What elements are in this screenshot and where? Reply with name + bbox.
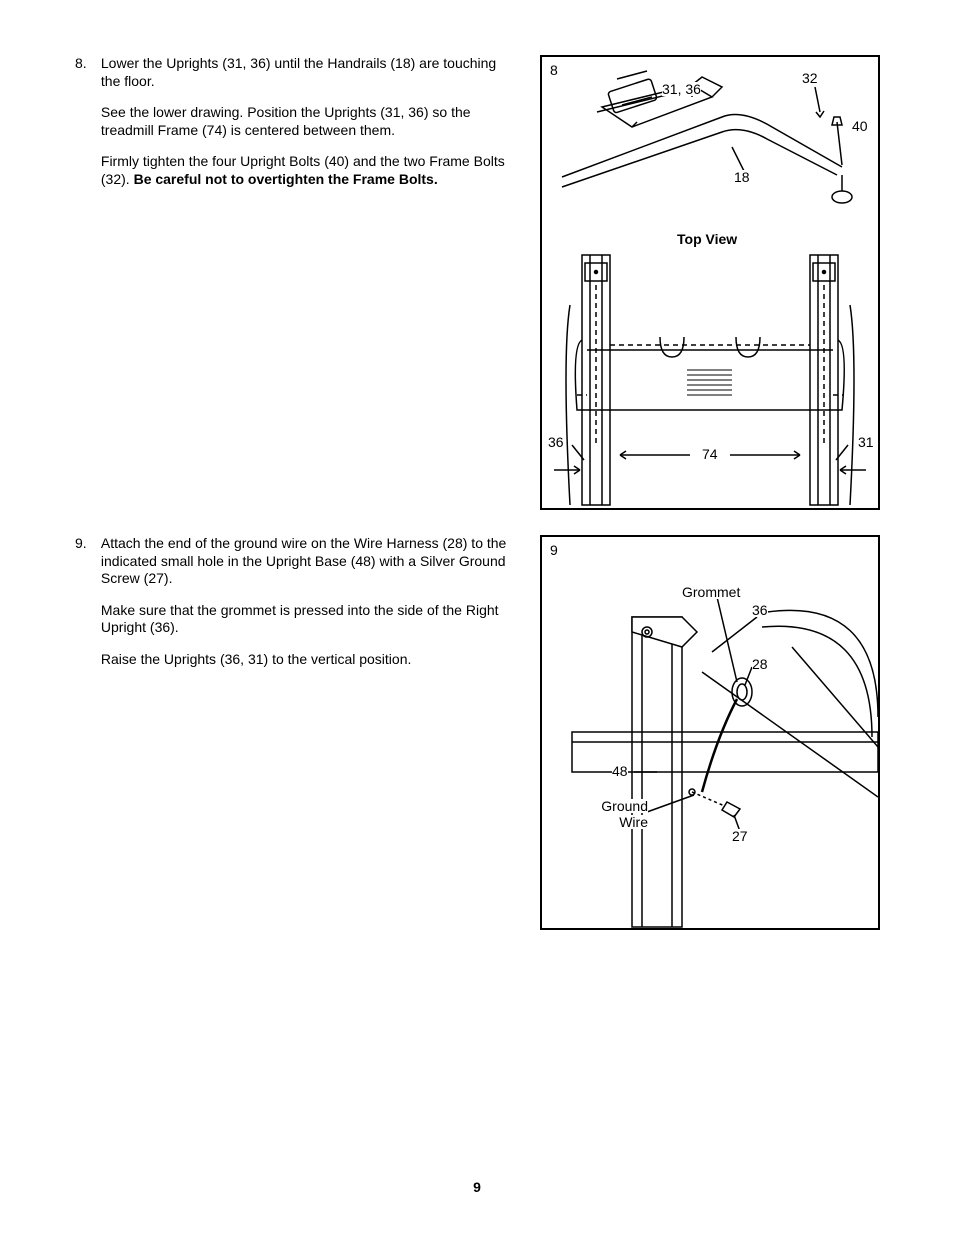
step8-text: 8. Lower the Uprights (31, 36) until the… [75,55,540,202]
step9-p1: Attach the end of the ground wire on the… [101,535,516,588]
fig9-wire: Wire [596,815,648,829]
step9-p3: Raise the Uprights (36, 31) to the verti… [101,651,516,669]
step9-number: 9. [75,535,97,551]
fig8-label-3136: 31, 36 [662,82,701,96]
fig8-col: 8 31, 36 32 40 18 Top View 36 31 74 [540,55,880,510]
figure-9: 9 Grommet 36 28 48 Ground Wire 27 [540,535,880,930]
fig9-col: 9 Grommet 36 28 48 Ground Wire 27 [540,535,880,930]
fig8-corner: 8 [550,63,558,77]
fig8-label-32: 32 [802,71,818,85]
fig8-label-18: 18 [734,170,750,184]
step8-number: 8. [75,55,97,71]
fig9-label-48: 48 [612,764,628,778]
fig8-label-40: 40 [852,119,868,133]
step9-p2: Make sure that the grommet is pressed in… [101,602,516,637]
fig8-lower-drawing [542,245,878,510]
fig8-label-36: 36 [548,435,564,449]
figure-8: 8 31, 36 32 40 18 Top View 36 31 74 [540,55,880,510]
fig9-label-27: 27 [732,829,748,843]
step8-p2: See the lower drawing. Position the Upri… [101,104,516,139]
step9-text: 9. Attach the end of the ground wire on … [75,535,540,682]
step8-p3: Firmly tighten the four Upright Bolts (4… [101,153,516,188]
fig8-label-74: 74 [702,447,718,461]
fig9-grommet: Grommet [682,585,740,599]
fig9-label-28: 28 [752,657,768,671]
page: 8. Lower the Uprights (31, 36) until the… [0,0,954,1235]
fig9-ground: Ground [596,799,648,813]
step8-p1: Lower the Uprights (31, 36) until the Ha… [101,55,516,90]
fig8-topview: Top View [677,232,737,246]
step8-row: 8. Lower the Uprights (31, 36) until the… [75,55,879,510]
fig9-label-36: 36 [752,603,768,617]
fig9-corner: 9 [550,543,558,557]
fig8-upper-drawing [542,57,878,227]
page-number: 9 [0,1179,954,1195]
fig8-label-31: 31 [858,435,874,449]
step9-row: 9. Attach the end of the ground wire on … [75,535,879,930]
